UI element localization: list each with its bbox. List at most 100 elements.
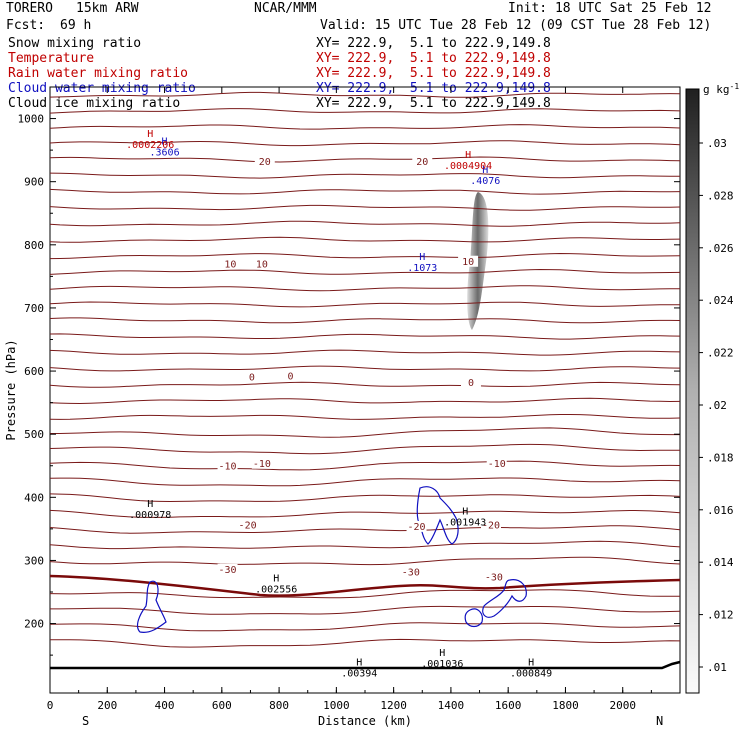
isotherm-line: [49, 301, 680, 308]
isotherm-label: -20: [482, 521, 500, 532]
extremum-marker: H: [465, 150, 471, 161]
isotherm-label: 10: [224, 259, 236, 270]
isotherm-label: 10: [256, 259, 268, 270]
colorbar-units: g kg-1: [703, 82, 739, 96]
isotherm-line: [49, 397, 681, 405]
field-xy: XY= 222.9, 5.1 to 222.9,149.8: [316, 36, 551, 51]
isotherm-line: [49, 477, 681, 487]
label-mask: [217, 460, 238, 472]
colorbar-tick-label: .01: [707, 661, 727, 674]
isotherm-line: [49, 172, 680, 179]
isotherm-label: 0: [288, 372, 294, 383]
isotherm-line: [49, 156, 681, 163]
isotherm-label: -10: [219, 461, 237, 472]
label-mask: [486, 457, 507, 469]
extremum-value: .3606: [149, 148, 179, 159]
y-tick-label: 800: [24, 239, 44, 252]
field-xy: XY= 222.9, 5.1 to 222.9,149.8: [316, 96, 551, 111]
label-mask: [217, 563, 238, 575]
isotherm-label: -20: [408, 522, 426, 533]
contour-labels: -30 -30 -30 -20 -20 -20 -10 -10 -10 0 0 0 10 10 10 20 20…: [126, 129, 552, 679]
extremum-marker: H: [439, 648, 445, 659]
colorbar-tick-label: .016: [707, 504, 734, 517]
label-mask: [458, 255, 479, 267]
label-mask: [406, 520, 427, 532]
isotherm-line: [50, 638, 681, 648]
y-axis-title: Pressure (hPa): [4, 339, 18, 440]
isotherm-line: [49, 333, 681, 340]
field-xy: XY= 222.9, 5.1 to 222.9,149.8: [316, 66, 551, 81]
isotherm-line: [49, 381, 681, 388]
isotherm-line: [49, 317, 681, 324]
label-mask: [254, 156, 275, 168]
model-resolution: 15km ARW: [76, 1, 139, 16]
x-tick-label: 1400: [438, 699, 465, 712]
isotherm-line: [49, 124, 681, 130]
extremum-marker: H: [419, 252, 425, 263]
extremum-marker: H: [462, 506, 468, 517]
extremum-value: .002556: [255, 584, 297, 595]
label-mask: [251, 457, 272, 469]
isotherm-line: [49, 285, 680, 292]
init-time: Init: 18 UTC Sat 25 Feb 12: [508, 1, 712, 16]
isotherm-line: [49, 349, 681, 356]
north-label: N: [656, 714, 663, 728]
field-name: Temperature: [8, 51, 95, 66]
extremum-value: .1073: [407, 263, 437, 274]
field-xy: XY= 222.9, 5.1 to 222.9,149.8: [316, 51, 551, 66]
isotherm-line: [49, 236, 681, 243]
y-tick-label: 600: [24, 365, 44, 378]
isotherm-label: -30: [219, 565, 237, 576]
isotherm-line: [49, 108, 681, 114]
isotherm-line: [49, 140, 681, 147]
extremum-value: .001036: [421, 659, 463, 670]
south-label: S: [82, 714, 89, 728]
isotherm-line: [49, 622, 681, 632]
isotherm-line: [49, 365, 681, 372]
extremum-marker: H: [482, 165, 488, 176]
extremum-value: .0002206: [126, 140, 174, 151]
colorbar-tick-label: .018: [707, 451, 734, 464]
isotherm-line: [49, 509, 681, 518]
x-tick-label: 1600: [495, 699, 522, 712]
label-mask: [280, 370, 301, 382]
x-tick-label: 600: [212, 699, 232, 712]
y-tick-label: 400: [24, 491, 44, 504]
isotherm-label: 20: [259, 157, 271, 168]
label-mask: [251, 258, 272, 270]
plot-frame: [49, 86, 681, 694]
y-tick-label: 700: [24, 302, 44, 315]
x-axis-title: Distance (km): [318, 714, 412, 728]
isotherm-label: 0: [468, 378, 474, 389]
colorbar-tick-label: .014: [707, 556, 734, 569]
isotherm-line: [49, 525, 681, 534]
label-mask: [412, 156, 433, 168]
isotherm-line: [49, 589, 681, 599]
isotherm-line: [49, 91, 681, 98]
colorbar-ticks: .01 .012 .014 .016 .018 .02 .022 .024 .026 .028 .0…: [699, 137, 734, 674]
isotherm-label: -30: [485, 572, 503, 583]
x-tick-label: 2000: [609, 699, 636, 712]
x-tick-label: 1200: [380, 699, 407, 712]
x-tick-label: 1000: [323, 699, 350, 712]
isotherm-label: 0: [249, 372, 255, 383]
zero-isotherm: [49, 574, 681, 597]
label-mask: [241, 371, 262, 383]
isotherm-label: -10: [253, 459, 271, 470]
label-mask: [237, 519, 258, 531]
axes: 0 200 400 600 800 1000 1200 1400 1600 1800 2000200…: [18, 86, 681, 712]
isotherm-label: 10: [462, 257, 474, 268]
extremum-value: .0004904: [444, 161, 492, 172]
extremum-value: .4076: [470, 176, 500, 187]
extremum-marker: H: [147, 499, 153, 510]
isotherm-line: [49, 540, 681, 550]
extremum-value: .000978: [129, 510, 171, 521]
label-mask: [481, 519, 501, 531]
colorbar: [685, 88, 700, 694]
label-mask: [483, 571, 504, 583]
y-tick-label: 900: [24, 176, 44, 189]
forecast-label: Fcst:: [6, 18, 46, 33]
plot-header: TORERO 15km ARW NCAR/MMM Init: 18 UTC Sa…: [0, 0, 740, 112]
x-tick-label: 800: [269, 699, 289, 712]
field-name: Snow mixing ratio: [8, 36, 142, 51]
